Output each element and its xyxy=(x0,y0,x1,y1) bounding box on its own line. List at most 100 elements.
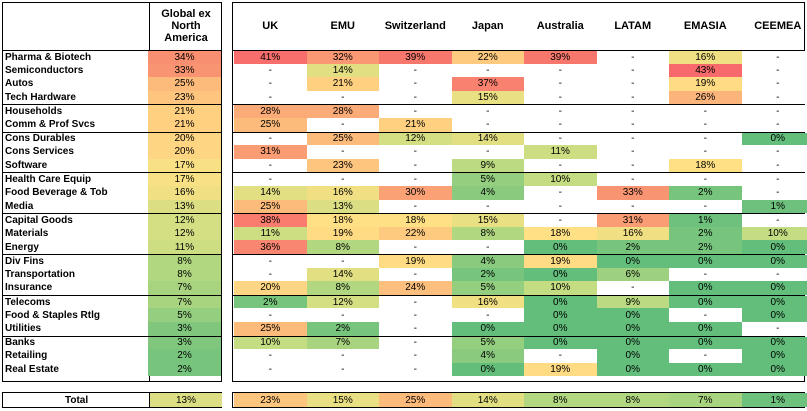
value-cell-ceemea: - xyxy=(741,158,807,173)
sector-label: Banks xyxy=(5,337,36,349)
value-cell-japan: - xyxy=(451,308,524,322)
value-cell-emu: 14% xyxy=(306,63,379,78)
value-cell-australia: 39% xyxy=(524,51,597,64)
value-cell-latam: 16% xyxy=(596,226,669,241)
value-cell-emasia: 2% xyxy=(669,226,742,241)
table-row: Retailing 2% xyxy=(3,349,221,363)
value-cell-australia: 19% xyxy=(524,255,597,268)
sector-label: Capital Goods xyxy=(5,214,73,226)
table-row: Utilities 3% xyxy=(3,322,221,336)
table-row: - -19% 4% 19% 0% 0% 0% xyxy=(233,254,807,268)
value-cell-ceemea: 10% xyxy=(741,226,807,241)
total-cell-japan: 14% xyxy=(451,393,524,407)
global-cell: 3% xyxy=(148,336,221,350)
value-cell-emu: - xyxy=(306,308,379,322)
value-cell-uk: 31% xyxy=(234,145,307,159)
value-cell-latam: 0% xyxy=(596,322,669,336)
sector-label: Real Estate xyxy=(5,364,59,376)
value-cell-ceemea: 0% xyxy=(741,255,807,268)
header-ceemea: CEEMEA xyxy=(754,20,802,32)
table-row: 25% 13% - - - - -1% xyxy=(233,199,807,214)
value-cell-uk: 10% xyxy=(234,336,307,350)
sector-label: Tech Hardware xyxy=(5,92,76,104)
value-cell-emu: 8% xyxy=(306,281,379,295)
value-cell-emasia: 0% xyxy=(669,362,742,377)
total-right-panel: 23% 15% 25% 14% 8% 8% 7% 1% xyxy=(232,392,807,408)
value-cell-ceemea: 0% xyxy=(741,308,807,322)
value-cell-switzerland: - xyxy=(379,105,452,118)
value-cell-emasia: 2% xyxy=(669,186,742,200)
value-cell-switzerland: - xyxy=(379,77,452,91)
value-cell-emasia: - xyxy=(669,308,742,322)
table-row: Transportation 8% xyxy=(3,267,221,282)
value-cell-japan: 15% xyxy=(451,90,524,105)
value-cell-uk: 20% xyxy=(234,281,307,295)
value-cell-emu: - xyxy=(306,90,379,105)
total-cell-emasia: 7% xyxy=(669,393,742,407)
value-cell-latam: 6% xyxy=(596,267,669,282)
value-cell-latam: 0% xyxy=(596,255,669,268)
global-cell: 23% xyxy=(148,90,221,105)
value-cell-emasia: - xyxy=(669,267,742,282)
total-cell-australia: 8% xyxy=(524,393,597,407)
value-cell-ceemea: - xyxy=(741,267,807,282)
value-cell-australia: 19% xyxy=(524,362,597,377)
value-cell-emasia: 0% xyxy=(669,295,742,309)
global-cell: 8% xyxy=(148,267,221,282)
global-cell: 3% xyxy=(148,322,221,336)
table-row: Semiconductors 33% xyxy=(3,63,221,78)
table-row: Energy 11% xyxy=(3,240,221,254)
value-cell-latam: - xyxy=(596,105,669,118)
value-cell-uk: - xyxy=(234,308,307,322)
table-row: Insurance 7% xyxy=(3,281,221,295)
header-japan: Japan xyxy=(471,20,504,32)
value-cell-uk: 25% xyxy=(234,322,307,336)
total-left-panel: Total 13% xyxy=(2,392,222,408)
table-row: - - -15% - -26% - xyxy=(233,90,807,105)
global-cell: 21% xyxy=(148,118,221,132)
value-cell-uk: 11% xyxy=(234,226,307,241)
value-cell-switzerland: 30% xyxy=(379,186,452,200)
sector-label: Comm & Prof Svcs xyxy=(5,119,96,131)
value-cell-japan: 2% xyxy=(451,267,524,282)
table-row: -14% - - - -43% - xyxy=(233,63,807,78)
sector-label: Media xyxy=(5,200,34,212)
value-cell-japan: 5% xyxy=(451,336,524,350)
total-label: Total xyxy=(65,394,89,406)
value-cell-ceemea: 0% xyxy=(741,281,807,295)
value-cell-latam: 0% xyxy=(596,349,669,363)
value-cell-emu: - xyxy=(306,362,379,377)
global-cell: 12% xyxy=(148,214,221,227)
global-cell: 13% xyxy=(148,199,221,214)
value-cell-emasia: - xyxy=(669,199,742,214)
value-cell-uk: - xyxy=(234,267,307,282)
table-row: Materials 12% xyxy=(3,226,221,241)
value-cell-emasia: 0% xyxy=(669,281,742,295)
sector-label: Cons Durables xyxy=(5,133,76,145)
total-global-cell: 13% xyxy=(150,393,222,407)
value-cell-japan: 9% xyxy=(451,158,524,173)
value-cell-ceemea: 0% xyxy=(741,362,807,377)
sector-label: Energy xyxy=(5,241,39,253)
value-cell-latam: 0% xyxy=(596,336,669,350)
value-cell-ceemea: 0% xyxy=(741,349,807,363)
value-cell-australia: - xyxy=(524,199,597,214)
value-cell-australia: 0% xyxy=(524,336,597,350)
value-cell-uk: - xyxy=(234,90,307,105)
value-cell-latam: - xyxy=(596,132,669,146)
value-cell-australia: - xyxy=(524,118,597,132)
sector-label: Telecoms xyxy=(5,296,51,308)
table-row: 11% 19% 22% 8% 18% 16% 2% 10% xyxy=(233,226,807,241)
table-row: Food & Staples Rtlg 5% xyxy=(3,308,221,322)
value-cell-japan: 4% xyxy=(451,186,524,200)
value-cell-emu: 12% xyxy=(306,295,379,309)
value-cell-japan: - xyxy=(451,199,524,214)
value-cell-uk: 25% xyxy=(234,199,307,214)
table-row: 25% -21% - - - - - xyxy=(233,118,807,132)
value-cell-emasia: 2% xyxy=(669,240,742,254)
value-cell-switzerland: - xyxy=(379,362,452,377)
value-cell-switzerland: 39% xyxy=(379,51,452,64)
value-cell-australia: - xyxy=(524,105,597,118)
value-cell-ceemea: 0% xyxy=(741,336,807,350)
value-cell-australia: 0% xyxy=(524,322,597,336)
